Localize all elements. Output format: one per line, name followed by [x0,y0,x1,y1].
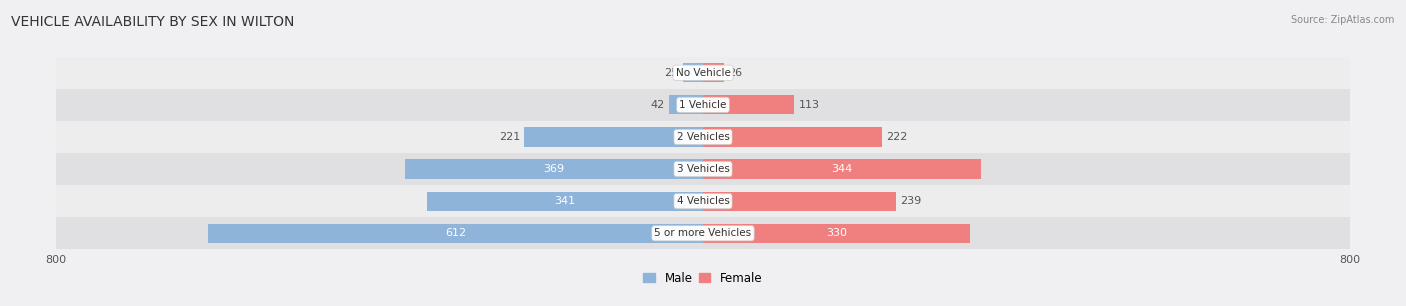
Text: 369: 369 [543,164,564,174]
Text: 5 or more Vehicles: 5 or more Vehicles [654,228,752,238]
Bar [56,121,1350,153]
Bar [56,57,1350,89]
Legend: Male, Female: Male, Female [640,268,766,288]
Bar [56,153,1350,185]
Text: 4 Vehicles: 4 Vehicles [676,196,730,206]
Text: 344: 344 [831,164,852,174]
Bar [703,192,896,211]
Bar [427,192,703,211]
Text: 3 Vehicles: 3 Vehicles [676,164,730,174]
Text: 330: 330 [825,228,846,238]
Text: 26: 26 [728,68,742,78]
Bar [703,95,794,114]
Bar [703,63,724,82]
Bar [56,217,1350,249]
Text: 42: 42 [651,100,665,110]
Bar [56,185,1350,217]
Text: No Vehicle: No Vehicle [675,68,731,78]
Bar [524,127,703,147]
Bar [703,159,981,179]
Text: 239: 239 [900,196,921,206]
Text: Source: ZipAtlas.com: Source: ZipAtlas.com [1291,15,1395,25]
Text: 221: 221 [499,132,520,142]
Text: 2 Vehicles: 2 Vehicles [676,132,730,142]
Text: 25: 25 [665,68,679,78]
Bar [208,224,703,243]
Text: 113: 113 [799,100,820,110]
Text: 1 Vehicle: 1 Vehicle [679,100,727,110]
Bar [405,159,703,179]
Text: 341: 341 [554,196,575,206]
Bar [669,95,703,114]
Text: 222: 222 [887,132,908,142]
Bar [703,224,970,243]
Text: 612: 612 [446,228,467,238]
Bar [683,63,703,82]
Bar [703,127,883,147]
Text: VEHICLE AVAILABILITY BY SEX IN WILTON: VEHICLE AVAILABILITY BY SEX IN WILTON [11,15,295,29]
Bar [56,89,1350,121]
